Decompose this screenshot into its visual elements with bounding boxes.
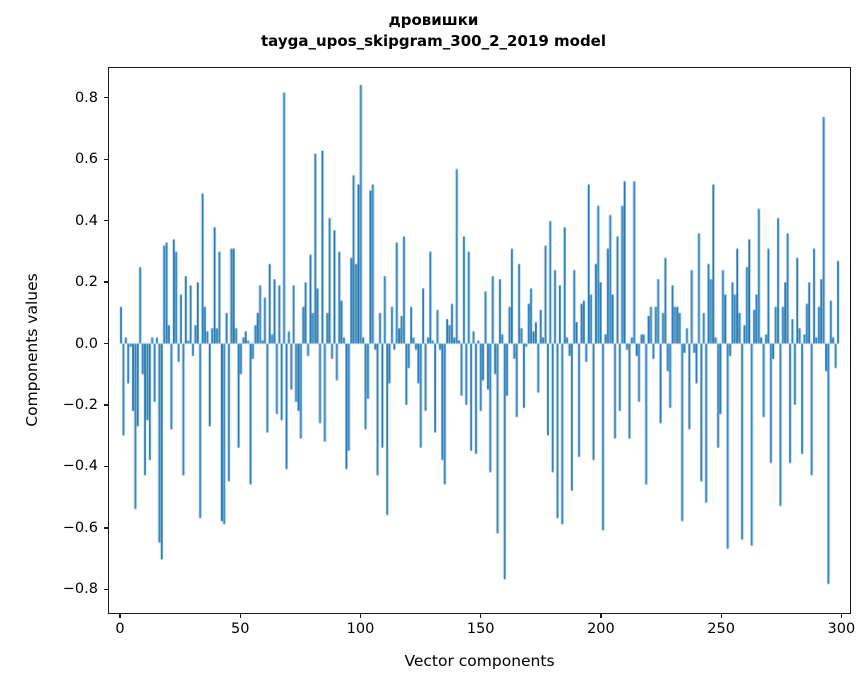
bar-series-canvas: [109, 68, 850, 613]
y-tick-mark: [104, 588, 108, 591]
y-tick-label: 0.4: [74, 212, 98, 229]
x-tick-label: 200: [587, 621, 615, 637]
x-tick-mark: [840, 614, 843, 618]
chart-title-line-1: дровишки: [388, 11, 479, 29]
y-tick-mark: [104, 404, 108, 406]
y-tick-label: 0.6: [74, 151, 98, 168]
x-tick-label: 150: [466, 621, 495, 637]
x-tick-mark: [480, 614, 482, 618]
x-tick-mark: [239, 614, 241, 618]
x-tick-mark: [119, 614, 121, 618]
x-tick-mark: [600, 614, 602, 618]
x-tick-label: 0: [115, 621, 125, 637]
x-tick-label: 100: [346, 621, 375, 637]
y-tick-mark: [104, 158, 108, 160]
x-tick-label: 300: [827, 621, 856, 637]
y-tick-mark: [104, 97, 108, 99]
y-tick-label: 0.0: [74, 335, 98, 352]
x-axis-label: Vector components: [404, 652, 555, 670]
x-tick-label: 50: [231, 621, 250, 637]
y-tick-mark: [104, 527, 108, 529]
y-tick-label: −0.2: [62, 397, 98, 414]
chart-title: дровишки tayga_upos_skipgram_300_2_2019 …: [0, 10, 867, 52]
y-tick-mark: [104, 220, 108, 222]
y-tick-label: −0.4: [62, 458, 98, 475]
y-tick-mark: [104, 465, 108, 468]
plot-area: [108, 67, 851, 614]
y-tick-label: 0.2: [74, 274, 98, 291]
y-tick-label: −0.8: [62, 581, 98, 598]
chart-title-line-2: tayga_upos_skipgram_300_2_2019 model: [261, 32, 606, 50]
x-tick-mark: [359, 614, 362, 618]
y-tick-label: 0.8: [74, 89, 98, 106]
y-axis-label: Components values: [23, 273, 41, 427]
y-tick-mark: [104, 342, 108, 345]
x-tick-mark: [720, 614, 722, 618]
y-tick-mark: [104, 281, 108, 283]
y-tick-label: −0.6: [62, 519, 98, 536]
x-tick-label: 250: [707, 621, 735, 637]
